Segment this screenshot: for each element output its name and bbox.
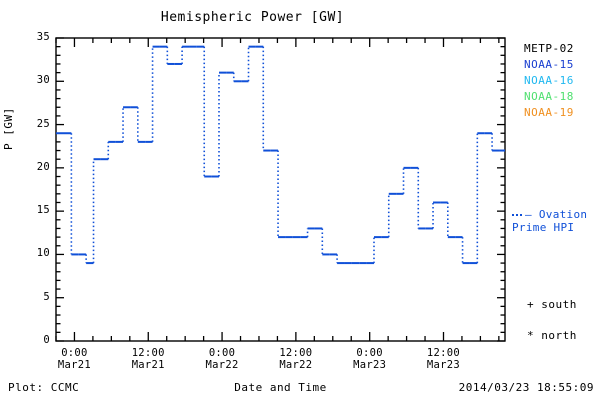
y-tick-label: 30 [36,74,50,87]
legend-item-noaa-18: NOAA-18 [524,90,574,103]
x-tick-time: 0:00 [208,347,236,359]
legend-item-noaa-19: NOAA-19 [524,106,574,119]
x-tick-label: 0:00 Mar22 [192,347,252,371]
ovation-prime-hpi-trace [56,45,505,265]
y-axis-ticks [56,37,505,342]
chart-title: Hemispheric Power [GW] [160,10,345,25]
y-tick-label: 35 [36,31,50,43]
x-axis-ticks [55,38,500,341]
marker-legend-south: + south [527,298,577,311]
y-tick-label: 10 [36,247,50,260]
marker-north-label: north [541,329,577,342]
x-tick-date: Mar23 [353,359,387,371]
legend-item-metp-02: METP-02 [524,42,574,55]
y-tick-label: 0 [43,334,50,346]
y-tick-label: 5 [43,290,50,303]
ovation-legend-line1: — Ovation [525,208,588,221]
plot-credit: Plot: CCMC [8,381,80,394]
satellite-legend: METP-02 NOAA-15 NOAA-16 NOAA-18 NOAA-19 [524,41,600,121]
x-axis-label: Date and Time [234,381,327,394]
marker-south-label: south [541,298,577,311]
asterisk-icon: * [527,329,535,342]
x-tick-label: 0:00 Mar21 [44,347,104,371]
x-tick-time: 12:00 [426,347,461,359]
y-tick-label: 20 [36,160,50,173]
x-tick-time: 12:00 [131,347,165,359]
y-tick-label: 25 [36,117,50,130]
x-tick-time: 0:00 [61,347,88,359]
x-tick-date: Mar23 [426,359,461,371]
x-tick-date: Mar21 [131,359,165,371]
x-tick-label: 12:00 Mar23 [413,347,473,371]
x-tick-date: Mar21 [57,359,91,371]
plot-timestamp: 2014/03/23 18:55:09 [458,381,594,394]
marker-legend-north: * north [527,329,577,342]
ovation-legend-line2: Prime HPI [512,221,575,234]
ovation-legend: — Ovation Prime HPI [512,208,600,234]
plus-icon: + [527,298,535,311]
x-tick-date: Mar22 [205,359,239,371]
ovation-line-sample [512,214,522,216]
x-tick-date: Mar22 [279,359,313,371]
y-tick-label: 15 [36,204,50,217]
x-tick-label: 12:00 Mar21 [118,347,178,371]
x-tick-label: 0:00 Mar23 [340,347,400,371]
legend-item-noaa-16: NOAA-16 [524,74,574,87]
y-axis-label: P [GW] [2,107,15,150]
x-tick-label: 12:00 Mar22 [266,347,326,371]
x-tick-time: 0:00 [356,347,383,359]
axes-frame [55,37,506,342]
x-tick-time: 12:00 [279,347,313,359]
legend-item-noaa-15: NOAA-15 [524,58,574,71]
